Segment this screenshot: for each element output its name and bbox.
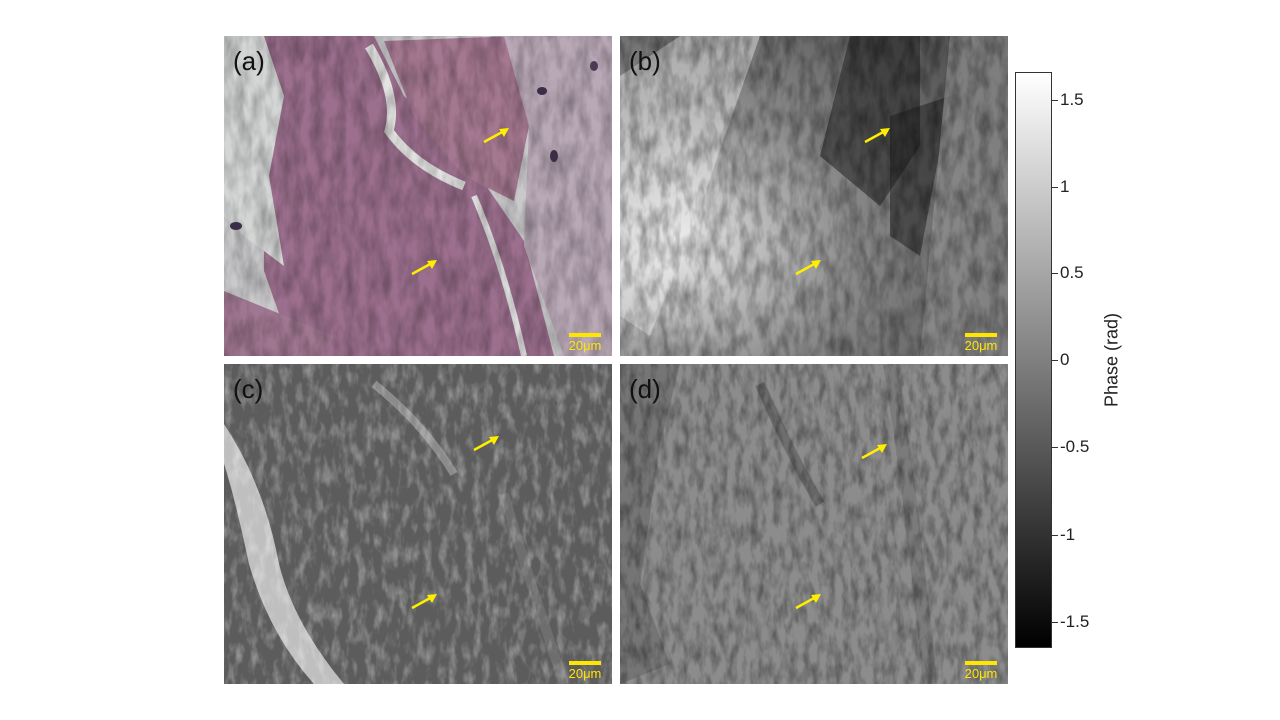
panel-d-image bbox=[620, 364, 1008, 684]
panel-b-label: (b) bbox=[629, 46, 661, 76]
scale-bar-label: 20μm bbox=[568, 666, 602, 681]
scale-bar-line bbox=[569, 661, 601, 665]
colorbar-tick bbox=[1052, 273, 1058, 274]
panel-b-image bbox=[620, 36, 1008, 356]
colorbar-tick bbox=[1052, 187, 1058, 188]
panel-a: (a) 20μm bbox=[224, 36, 612, 356]
panel-c: (c) 20μm bbox=[224, 364, 612, 684]
panel-b: (b) 20μm bbox=[620, 36, 1008, 356]
panel-a-label: (a) bbox=[233, 46, 265, 76]
colorbar-tick-label: 0 bbox=[1060, 350, 1070, 369]
arrow-icon bbox=[861, 444, 887, 460]
arrow-icon bbox=[411, 594, 437, 610]
colorbar-tick-label: -1 bbox=[1060, 525, 1076, 544]
colorbar-tick-label: -1.5 bbox=[1060, 612, 1090, 631]
colorbar-tick-label: -0.5 bbox=[1060, 437, 1090, 456]
scale-bar-label: 20μm bbox=[964, 666, 998, 681]
colorbar-tick bbox=[1052, 100, 1058, 101]
arrow-icon bbox=[795, 594, 821, 610]
colorbar-tick bbox=[1052, 622, 1058, 623]
colorbar-tick-label: 1.5 bbox=[1060, 90, 1084, 109]
scale-bar-label: 20μm bbox=[964, 338, 998, 353]
panel-a-image bbox=[224, 36, 612, 356]
panel-d-label: (d) bbox=[629, 374, 661, 404]
colorbar-title: Phase (rad) bbox=[1101, 312, 1122, 408]
panel-c-image bbox=[224, 364, 612, 684]
panel-a-scalebar: 20μm bbox=[567, 333, 603, 353]
colorbar-tick bbox=[1052, 360, 1058, 361]
panel-b-scalebar: 20μm bbox=[963, 333, 999, 353]
colorbar bbox=[1015, 72, 1052, 648]
colorbar-tick-label: 0.5 bbox=[1060, 263, 1084, 282]
arrow-icon bbox=[483, 128, 509, 144]
panel-d-scalebar: 20μm bbox=[963, 661, 999, 681]
arrow-icon bbox=[411, 260, 437, 276]
panel-c-label: (c) bbox=[233, 374, 264, 404]
arrow-icon bbox=[795, 260, 821, 276]
colorbar-tick-label: 1 bbox=[1060, 177, 1070, 196]
panel-c-scalebar: 20μm bbox=[567, 661, 603, 681]
panel-d: (d) 20μm bbox=[620, 364, 1008, 684]
colorbar-tick bbox=[1052, 447, 1058, 448]
scale-bar-line bbox=[569, 333, 601, 337]
colorbar-tick bbox=[1052, 535, 1058, 536]
scale-bar-label: 20μm bbox=[568, 338, 602, 353]
scale-bar-line bbox=[965, 661, 997, 665]
arrow-icon bbox=[473, 436, 499, 452]
scale-bar-line bbox=[965, 333, 997, 337]
arrow-icon bbox=[864, 128, 890, 144]
